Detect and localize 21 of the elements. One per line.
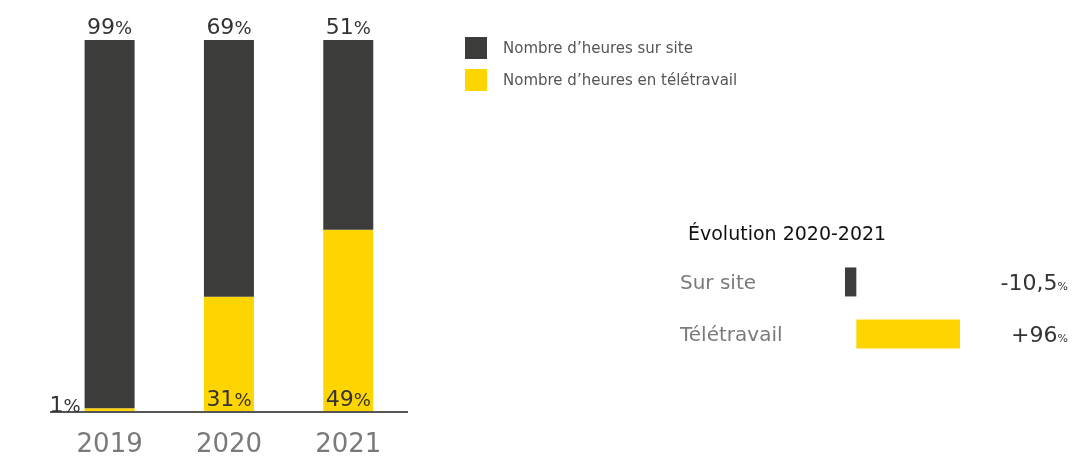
bar	[203, 296, 254, 412]
data-label: 49%	[325, 386, 371, 411]
bar	[323, 40, 374, 230]
bar	[323, 229, 374, 412]
bar	[84, 40, 135, 409]
legend-label: Nombre d’heures en télétravail	[503, 71, 738, 89]
data-label: 69%	[206, 14, 252, 39]
data-label: +96%	[1011, 321, 1068, 347]
data-label: 99%	[87, 14, 133, 39]
x-tick-label: 2021	[315, 428, 382, 459]
chart-title: Évolution 2020-2021	[688, 222, 888, 246]
bar	[203, 40, 254, 297]
legend-label: Nombre d’heures sur site	[503, 39, 693, 57]
x-tick-label: 2020	[195, 428, 263, 459]
data-label: 1%	[49, 392, 81, 417]
y-tick-label: Télétravail	[679, 322, 783, 347]
y-tick-label: Sur site	[680, 270, 757, 295]
data-label: 51%	[325, 14, 371, 39]
data-label: 31%	[206, 386, 252, 411]
data-label: -10,5%	[1000, 269, 1068, 295]
x-tick-label: 2019	[76, 428, 143, 459]
